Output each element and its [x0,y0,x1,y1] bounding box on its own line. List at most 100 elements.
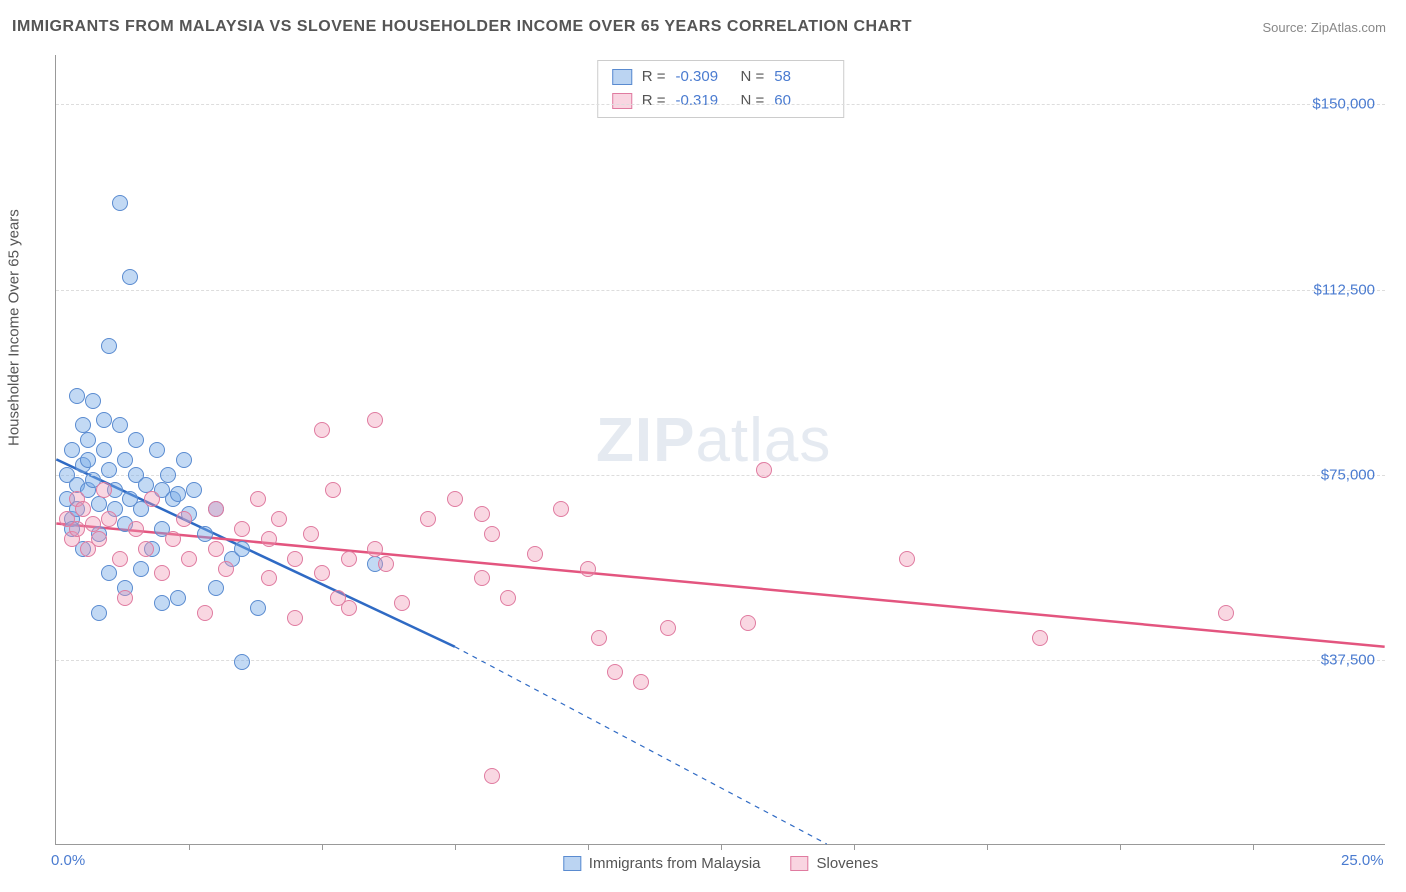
scatter-point [165,531,181,547]
legend-n-value: 58 [774,65,829,89]
legend-n-value: 60 [774,89,829,113]
source-attribution: Source: ZipAtlas.com [1262,20,1386,35]
legend-series-label: Slovenes [816,855,878,872]
y-tick-label: $37,500 [1321,651,1375,668]
x-tick-mark [1120,844,1121,850]
scatter-point [420,511,436,527]
scatter-point [303,526,319,542]
scatter-point [69,521,85,537]
scatter-point [325,482,341,498]
scatter-point [341,600,357,616]
scatter-point [234,654,250,670]
scatter-point [314,565,330,581]
legend-r-label: R = [642,65,666,89]
legend-series-label: Immigrants from Malaysia [589,855,761,872]
y-tick-label: $150,000 [1312,96,1375,113]
scatter-point [287,551,303,567]
scatter-point [96,482,112,498]
scatter-point [287,610,303,626]
scatter-point [96,442,112,458]
legend-row: R = -0.319 N = 60 [612,89,830,113]
scatter-point [1218,605,1234,621]
legend-row: R =-0.309N =58 [612,65,830,89]
x-tick-label: 0.0% [51,852,85,869]
scatter-point [176,452,192,468]
scatter-point [186,482,202,498]
scatter-point [378,556,394,572]
legend-r-value: -0.319 [676,89,731,113]
legend-n-label: N = [741,65,765,89]
scatter-point [181,551,197,567]
correlation-legend: R =-0.309N =58R =-0.319N =60 [597,60,845,118]
scatter-point [447,491,463,507]
scatter-point [633,674,649,690]
scatter-point [591,630,607,646]
scatter-point [96,412,112,428]
scatter-point [154,565,170,581]
scatter-point [101,462,117,478]
scatter-point [500,590,516,606]
x-tick-mark [189,844,190,850]
x-tick-mark [322,844,323,850]
scatter-point [580,561,596,577]
x-tick-mark [1253,844,1254,850]
scatter-point [149,442,165,458]
scatter-point [234,541,250,557]
scatter-point [117,590,133,606]
scatter-point [160,467,176,483]
scatter-point [128,432,144,448]
scatter-point [250,600,266,616]
scatter-point [133,561,149,577]
gridline [56,475,1385,476]
scatter-point [899,551,915,567]
scatter-point [197,605,213,621]
scatter-point [117,452,133,468]
scatter-point [234,521,250,537]
scatter-point [75,501,91,517]
y-tick-label: $112,500 [1314,281,1375,298]
scatter-point [69,388,85,404]
legend-swatch [563,856,581,871]
scatter-point [1032,630,1048,646]
scatter-point [367,541,383,557]
x-tick-mark [854,844,855,850]
legend-swatch [790,856,808,871]
scatter-point [128,521,144,537]
x-tick-mark [455,844,456,850]
scatter-point [64,442,80,458]
gridline [56,290,1385,291]
scatter-point [197,526,213,542]
scatter-point [80,432,96,448]
scatter-point [138,477,154,493]
scatter-point [474,570,490,586]
scatter-point [314,422,330,438]
x-tick-mark [987,844,988,850]
scatter-point [208,501,224,517]
scatter-point [112,195,128,211]
scatter-point [484,768,500,784]
scatter-point [261,531,277,547]
scatter-point [85,393,101,409]
scatter-point [75,417,91,433]
legend-n-label: N = [741,89,765,113]
legend-swatch [612,69,632,85]
scatter-point [176,511,192,527]
scatter-point [250,491,266,507]
scatter-point [112,417,128,433]
legend-swatch [612,93,632,109]
scatter-point [394,595,410,611]
scatter-point [122,269,138,285]
scatter-point [80,452,96,468]
scatter-point [607,664,623,680]
scatter-point [271,511,287,527]
scatter-point [154,595,170,611]
scatter-point [208,541,224,557]
gridline [56,660,1385,661]
legend-r-label: R = [642,89,666,113]
scatter-point [218,561,234,577]
watermark: ZIPatlas [596,405,831,476]
scatter-point [208,580,224,596]
scatter-point [527,546,543,562]
scatter-point [756,462,772,478]
scatter-point [91,605,107,621]
